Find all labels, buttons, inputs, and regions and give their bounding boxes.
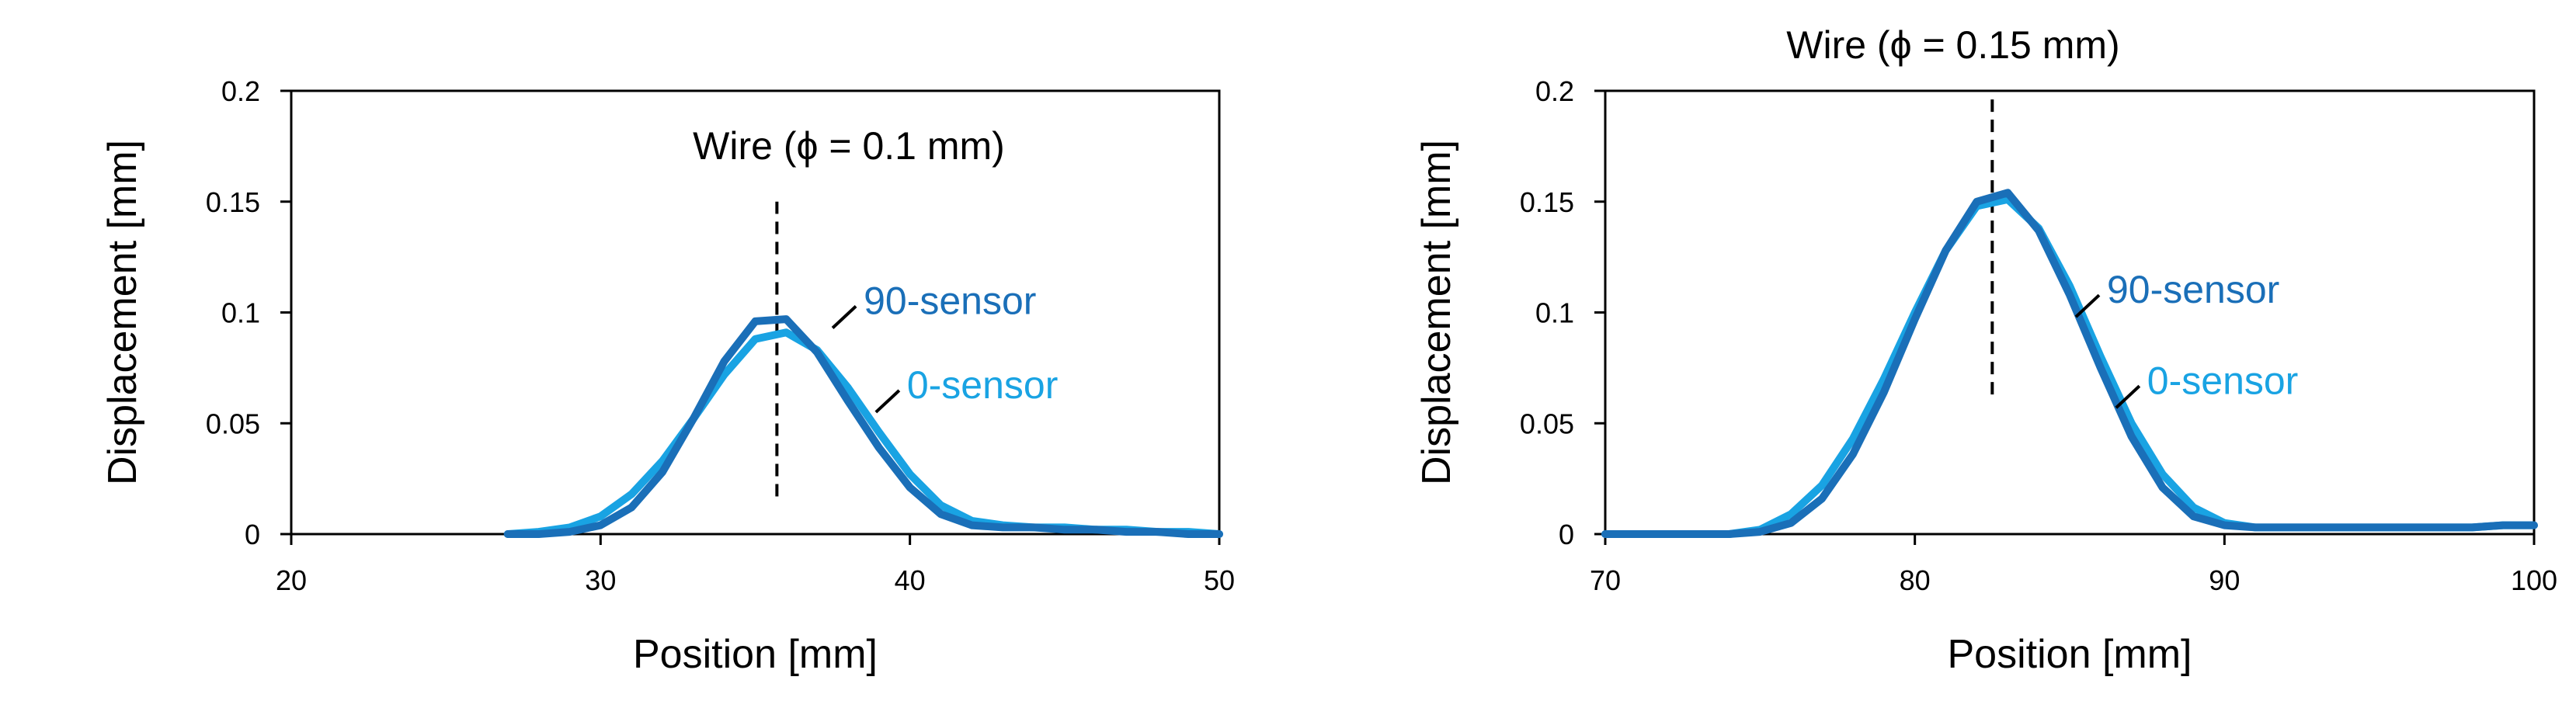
x-axis-label: Position [mm]	[633, 632, 878, 677]
wire-annotation: Wire (ϕ = 0.1 mm)	[693, 124, 1005, 168]
y-tick-label: 0.2	[1535, 75, 1574, 107]
series-label-90-sensor: 90-sensor	[864, 279, 1036, 322]
y-tick-label: 0	[1559, 519, 1574, 550]
y-tick-label: 0.1	[221, 297, 260, 329]
x-tick-label: 90	[2209, 564, 2240, 596]
y-tick-label: 0.05	[1520, 408, 1574, 439]
chart-panel-1: 0 0.05 0.1 0.15 0.2 20 30 40 50 Position [mm] Disp…	[100, 75, 1235, 677]
series-leader-line	[874, 389, 901, 414]
x-tick-label: 70	[1590, 564, 1621, 596]
chart-panel-2: 0 0.05 0.1 0.15 0.2 70 80 90 100 Position [mm] Dis…	[1414, 23, 2557, 677]
series-leader-line	[831, 305, 857, 329]
x-tick-label: 80	[1900, 564, 1931, 596]
plot-frame	[1604, 89, 2536, 536]
chart-title: Wire (ϕ = 0.15 mm)	[1786, 23, 2119, 67]
series-leader-line	[2115, 384, 2141, 409]
y-axis-label: Displacement [mm]	[1414, 140, 1459, 485]
y-tick-label: 0.05	[206, 408, 260, 439]
series-leader-line	[2074, 293, 2101, 318]
series-line-0-sensor	[1601, 195, 2538, 538]
series-label-0-sensor: 0-sensor	[2147, 359, 2299, 402]
x-tick-label: 20	[276, 564, 307, 596]
x-tick-label: 40	[895, 564, 926, 596]
x-tick-label: 30	[585, 564, 616, 596]
series-label-90-sensor: 90-sensor	[2107, 268, 2279, 311]
series-line-0-sensor	[503, 328, 1223, 538]
y-axis-label: Displacement [mm]	[100, 140, 145, 485]
x-tick-label: 100	[2511, 564, 2557, 596]
series-line-90-sensor	[503, 315, 1223, 538]
series-line-90-sensor	[1601, 189, 2538, 538]
y-tick-label: 0.2	[221, 75, 260, 107]
y-tick-label: 0.1	[1535, 297, 1574, 329]
y-tick-label: 0.15	[1520, 186, 1574, 218]
x-axis-label: Position [mm]	[1948, 632, 2192, 677]
series-label-0-sensor: 0-sensor	[907, 363, 1059, 407]
y-tick-label: 0.15	[206, 186, 260, 218]
x-tick-label: 50	[1204, 564, 1235, 596]
y-tick-label: 0	[245, 519, 260, 550]
